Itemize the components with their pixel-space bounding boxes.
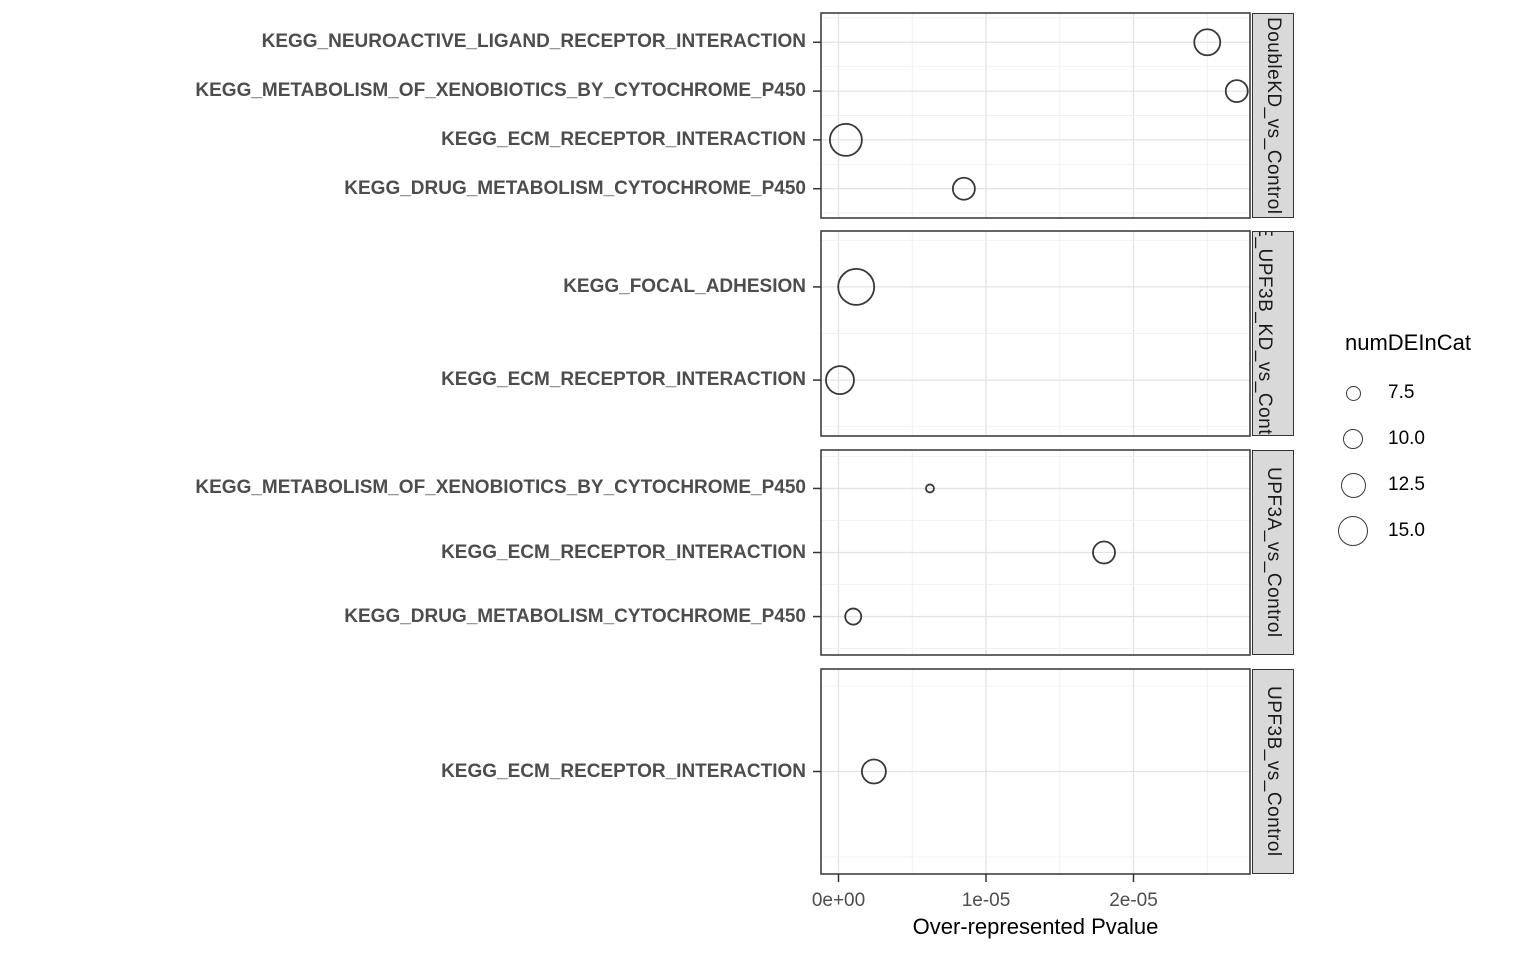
y-axis-label: KEGG_DRUG_METABOLISM_CYTOCHROME_P450 [344, 605, 806, 627]
facet-strip-label: UPF3B_vs_Control [1263, 686, 1284, 857]
facet-strip: DoubleKD_vs_Control [1252, 13, 1294, 218]
x-axis-tick-label: 1e-05 [962, 890, 1011, 911]
legend-key [1330, 516, 1376, 546]
data-point [837, 268, 876, 306]
x-axis-tick-label: 0e+00 [812, 890, 865, 911]
y-axis-label: KEGG_ECM_RECEPTOR_INTERACTION [441, 760, 806, 782]
legend-item: 10.0 [1330, 416, 1530, 462]
legend-circle-icon [1340, 472, 1366, 498]
y-axis-label: KEGG_NEUROACTIVE_LIGAND_RECEPTOR_INTERAC… [261, 31, 806, 53]
legend-item: 7.5 [1330, 370, 1530, 416]
data-point [1224, 79, 1249, 103]
legend-item-label: 15.0 [1388, 520, 1425, 541]
y-axis-label: KEGG_METABOLISM_OF_XENOBIOTICS_BY_CYTOCH… [195, 477, 806, 499]
size-legend: numDEInCat 7.5 10.0 12.5 15.0 [1330, 330, 1530, 554]
data-point [861, 758, 887, 785]
y-axis-label: KEGG_DRUG_METABOLISM_CYTOCHROME_P450 [344, 177, 806, 199]
facet-panel-border [820, 668, 1251, 875]
x-axis-title: Over-represented Pvalue [912, 914, 1159, 939]
legend-key [1330, 429, 1376, 449]
y-axis-label: KEGG_ECM_RECEPTOR_INTERACTION [441, 369, 806, 391]
facet-panel-border [820, 449, 1251, 656]
data-point [951, 176, 976, 201]
data-point [844, 607, 863, 626]
facet-panel-border [820, 230, 1251, 437]
legend-item: 15.0 [1330, 508, 1530, 554]
facet-strip: OE_UPF3B_KD_vs_Control [1252, 231, 1294, 436]
legend-items: 7.5 10.0 12.5 15.0 [1330, 370, 1530, 554]
legend-item-label: 12.5 [1388, 474, 1425, 495]
facet-strip-label: DoubleKD_vs_Control [1263, 16, 1284, 215]
x-axis-tick-label: 2e-05 [1109, 890, 1158, 911]
legend-key [1330, 385, 1376, 401]
legend-circle-icon [1338, 516, 1368, 546]
legend-circle-icon [1345, 385, 1361, 401]
legend-circle-icon [1343, 429, 1363, 449]
legend-item-label: 7.5 [1388, 382, 1415, 403]
facet-panel-border [820, 12, 1251, 219]
data-point [828, 123, 863, 157]
y-axis-label: KEGG_ECM_RECEPTOR_INTERACTION [441, 541, 806, 563]
y-axis-label: KEGG_METABOLISM_OF_XENOBIOTICS_BY_CYTOCH… [195, 80, 806, 102]
data-point [925, 483, 935, 494]
data-point [1193, 28, 1222, 57]
facet-strip: UPF3A_vs_Control [1252, 450, 1294, 655]
legend-title: numDEInCat [1345, 330, 1471, 355]
legend-key [1330, 472, 1376, 498]
data-point [1092, 540, 1116, 565]
y-axis-label: KEGG_FOCAL_ADHESION [563, 275, 806, 297]
legend-item-label: 10.0 [1388, 428, 1425, 449]
facet-strip: UPF3B_vs_Control [1252, 669, 1294, 874]
data-point [825, 365, 855, 395]
y-axis-label: KEGG_ECM_RECEPTOR_INTERACTION [441, 128, 806, 150]
legend-item: 12.5 [1330, 462, 1530, 508]
facet-strip-label: OE_UPF3B_KD_vs_Control [1254, 231, 1275, 436]
facet-strip-label: UPF3A_vs_Control [1263, 467, 1284, 638]
